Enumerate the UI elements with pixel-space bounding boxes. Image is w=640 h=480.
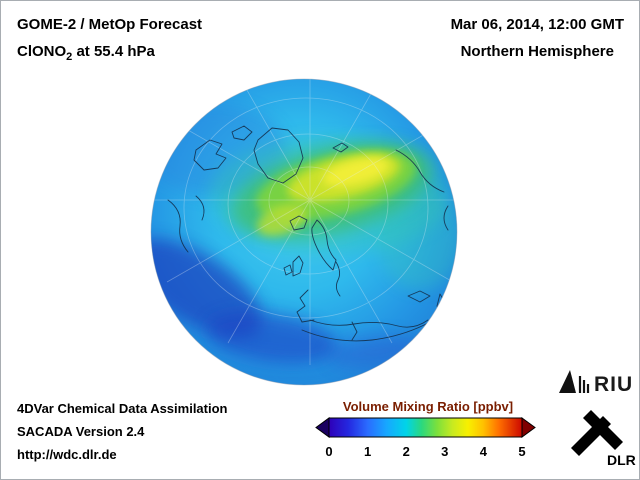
dlr-logo-text: DLR — [607, 452, 636, 468]
version-label: SACADA Version 2.4 — [17, 424, 145, 439]
colorbar-scale: 0 1 2 3 4 5 — [315, 417, 536, 459]
dlr-logo: DLR — [565, 404, 637, 473]
riu-logo-graphic: RIU — [559, 370, 633, 396]
dlr-swoosh2-icon — [583, 410, 623, 450]
datetime-header: Mar 06, 2014, 12:00 GMT Northern Hemisph… — [451, 11, 624, 65]
attribution-block: 4DVar Chemical Data Assimilation SACADA … — [17, 397, 228, 466]
dlr-logo-graphic: DLR — [571, 410, 636, 468]
datetime-label: Mar 06, 2014, 12:00 GMT — [450, 16, 624, 33]
colorbar-tick-3: 3 — [441, 444, 448, 459]
pressure-level: at 55.4 hPa — [72, 43, 155, 60]
riu-triangle-icon — [559, 370, 576, 393]
colorbar-tick-5: 5 — [518, 444, 525, 459]
website-url: http://wdc.dlr.de — [17, 447, 117, 462]
assimilation-label: 4DVar Chemical Data Assimilation — [17, 401, 228, 416]
colorbar-left-arrow — [315, 417, 330, 438]
graticule — [151, 79, 457, 365]
colorbar-tick-2: 2 — [403, 444, 410, 459]
species-subscript: 2 — [66, 51, 73, 63]
riu-bars-icon — [578, 376, 590, 393]
riu-logo-text: RIU — [594, 373, 633, 396]
clono2-field-layer — [151, 104, 457, 369]
species-level-label: ClONO2 at 55.4 hPa — [17, 38, 202, 71]
region-label: Northern Hemisphere — [460, 43, 614, 60]
species-name: ClONO — [17, 43, 67, 60]
colorbar: Volume Mixing Ratio [ppbv] — [314, 399, 542, 465]
colorbar-gradient-bar — [328, 417, 523, 438]
product-header: GOME-2 / MetOp Forecast ClONO2 at 55.4 h… — [17, 11, 202, 71]
colorbar-tick-4: 4 — [480, 444, 488, 459]
product-title: GOME-2 / MetOp Forecast — [17, 16, 203, 33]
globe-rim — [150, 78, 458, 386]
colorbar-title: Volume Mixing Ratio [ppbv] — [342, 399, 514, 414]
colorbar-tick-1: 1 — [364, 444, 371, 459]
colorbar-tick-0: 0 — [325, 444, 332, 459]
riu-logo: RIU — [557, 366, 633, 401]
colorbar-right-arrow — [521, 417, 536, 438]
